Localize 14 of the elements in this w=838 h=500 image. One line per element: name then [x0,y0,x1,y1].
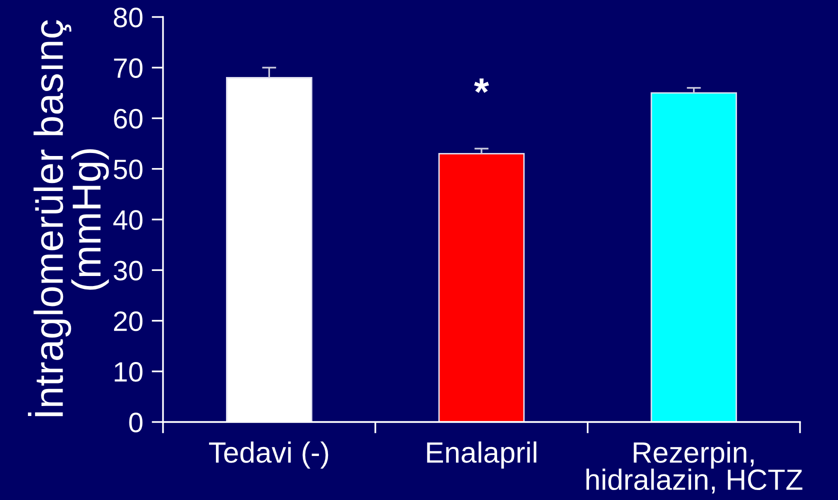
x-tick-label: Enalapril [427,441,536,469]
y-tick-label: 50 [114,160,142,180]
y-tick-label: 0 [129,412,142,432]
y-tick-label: 40 [113,210,142,230]
y-tick-label: 70 [114,58,142,78]
y-tick-label: 10 [114,362,142,382]
y-tick-label: 30 [114,260,142,280]
y-tick-label: 60 [114,108,142,129]
x-tick-label: Tedavi (-) [209,441,328,469]
y-axis-title: İntraglomerüler basınç (mmHg) [28,20,109,416]
y-tick-label: 20 [114,311,142,332]
y-tick-label: 80 [114,8,142,28]
x-tick-label: Rezerpin, hidralazin, HCTZ [586,441,802,494]
annotation: * [474,78,490,93]
